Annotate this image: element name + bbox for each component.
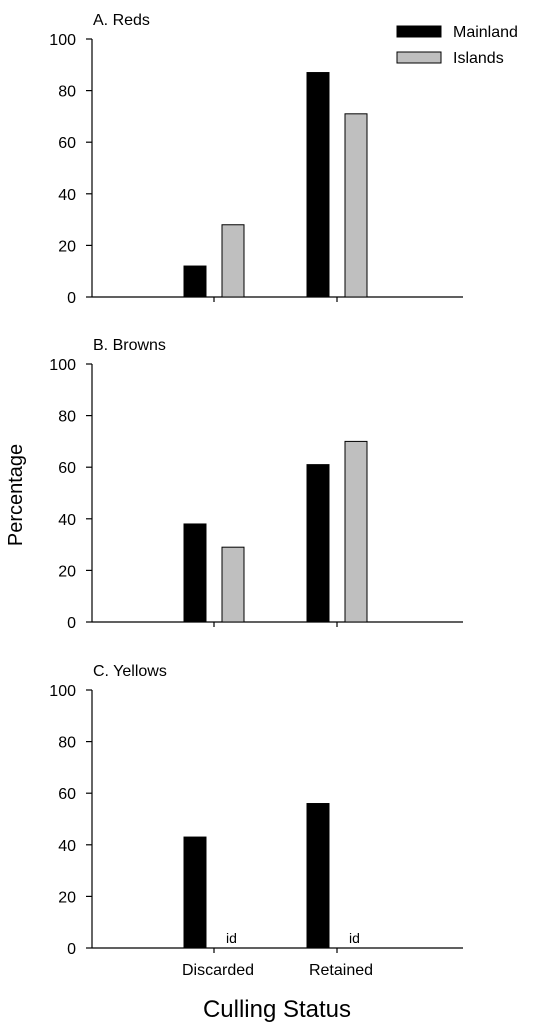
bar-mainland-discarded	[183, 265, 207, 298]
chart-panels: A. Reds 0 20 40 60 80 100 B. Browns 0 20 40 60 80 100…	[49, 12, 463, 979]
x-axis-label: Culling Status	[203, 996, 351, 1023]
bar-islands-retained	[344, 440, 368, 623]
y-tick-label: 60	[58, 786, 76, 803]
y-tick-label: 100	[49, 32, 76, 49]
y-tick-label: 100	[49, 683, 76, 700]
legend-label: Mainland	[453, 24, 518, 41]
x-tick-label: Discarded	[182, 962, 254, 979]
chart-legend: Mainland Islands	[396, 24, 518, 67]
panel-title: C. Yellows	[93, 663, 167, 680]
y-tick-label: 60	[58, 460, 76, 477]
y-tick-label: 0	[67, 290, 76, 307]
bar-mainland-retained	[306, 464, 330, 623]
y-tick-label: 80	[58, 84, 76, 101]
y-tick-label: 20	[58, 563, 76, 580]
y-tick-label: 40	[58, 512, 76, 529]
y-tick-label: 20	[58, 889, 76, 906]
panel-3: C. Yellows 0 20 40 60 80 100 id id Discarded Retai…	[49, 663, 463, 979]
y-tick-label: 80	[58, 409, 76, 426]
y-axis-label: Percentage	[5, 444, 27, 546]
bar-islands-discarded	[221, 224, 245, 298]
panel-title: B. Browns	[93, 337, 166, 354]
panel-2: B. Browns 0 20 40 60 80 100	[49, 337, 463, 632]
bar-islands-retained	[344, 113, 368, 298]
y-tick-label: 0	[67, 615, 76, 632]
y-tick-label: 40	[58, 838, 76, 855]
bar-mainland-discarded	[183, 836, 207, 949]
bar-mainland-retained	[306, 803, 330, 949]
y-tick-label: 60	[58, 135, 76, 152]
panel-1: A. Reds 0 20 40 60 80 100	[49, 12, 463, 307]
bar-islands-discarded	[221, 546, 245, 623]
x-tick-label: Retained	[309, 962, 373, 979]
panel-title: A. Reds	[93, 12, 150, 29]
legend-swatch	[396, 51, 442, 64]
legend-swatch	[396, 25, 442, 38]
legend-item-islands: Islands	[396, 50, 504, 67]
y-tick-label: 0	[67, 941, 76, 958]
bar-annotation: id	[349, 930, 360, 946]
legend-label: Islands	[453, 50, 504, 67]
y-tick-label: 20	[58, 238, 76, 255]
y-tick-label: 100	[49, 357, 76, 374]
legend-item-mainland: Mainland	[396, 24, 518, 41]
bar-annotation: id	[226, 930, 237, 946]
bar-mainland-retained	[306, 72, 330, 298]
y-tick-label: 80	[58, 735, 76, 752]
bar-mainland-discarded	[183, 523, 207, 623]
y-tick-label: 40	[58, 187, 76, 204]
